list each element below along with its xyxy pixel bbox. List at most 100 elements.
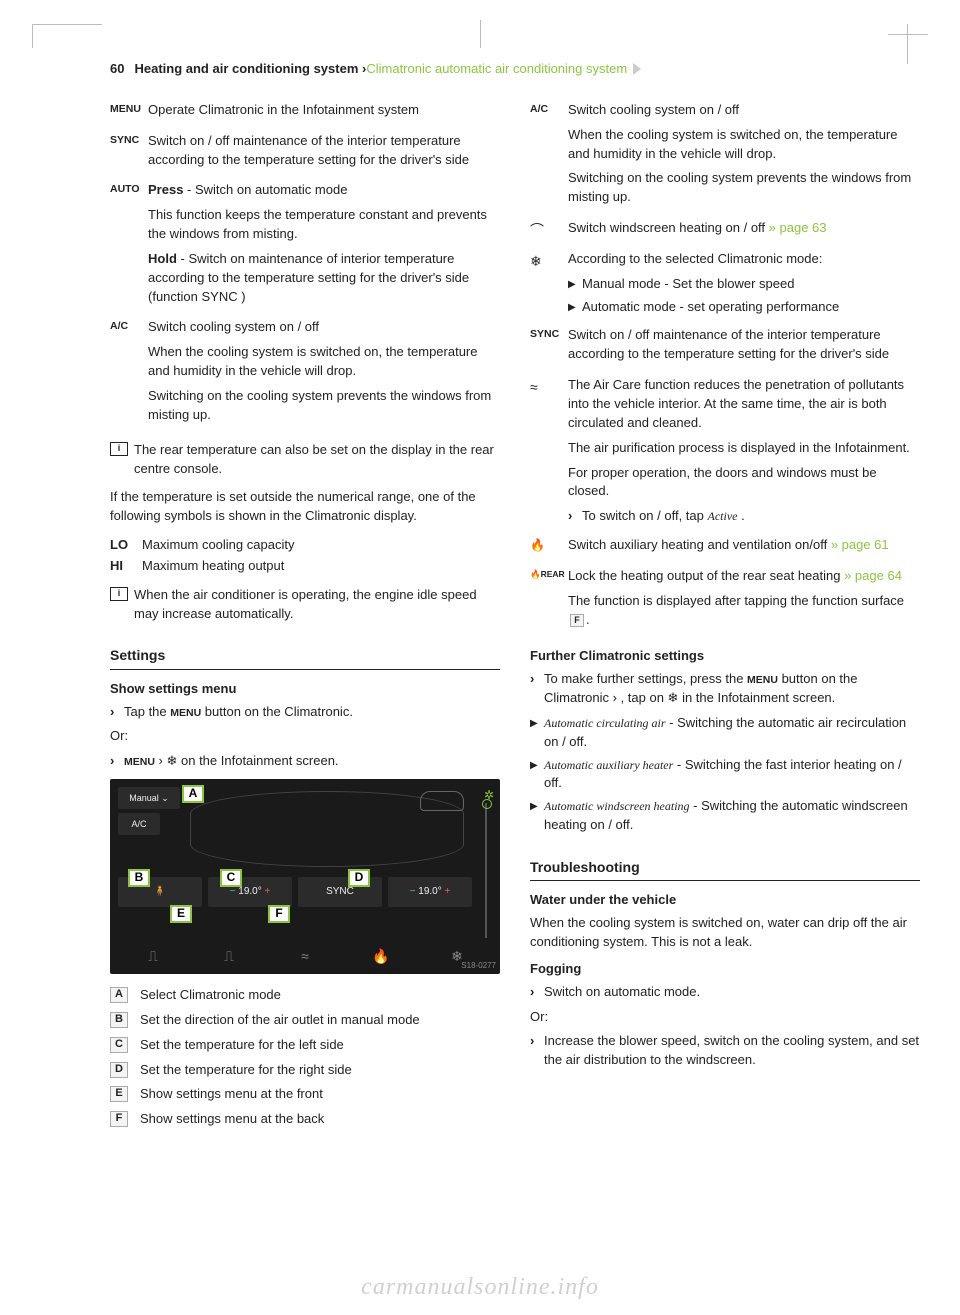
ss-aircare-icon: ≈: [270, 944, 340, 968]
mode-b1: Manual mode - Set the blower speed: [582, 275, 794, 294]
rear-p1: Lock the heating output of the rear seat…: [568, 567, 920, 586]
ss-id-label: S18-0277: [461, 960, 496, 972]
opt1: Automatic circulating air - Switching th…: [544, 714, 920, 752]
legend-e: Show settings menu at the front: [140, 1085, 323, 1104]
legend-d: Set the temperature for the right side: [140, 1061, 352, 1080]
bullet-icon: ›: [530, 670, 544, 708]
triangle-icon: ▶: [530, 714, 544, 752]
ss-defrost-icon: [420, 791, 464, 811]
triangle-icon: ▶: [530, 756, 544, 794]
r-ac-p3: Switching on the cooling system prevents…: [568, 169, 920, 207]
further-b1: To make further settings, press the MENU…: [544, 670, 920, 708]
aux-text: Switch auxiliary heating and ventilation…: [568, 536, 920, 555]
ss-auxheat-icon: 🔥: [346, 944, 416, 968]
water-text: When the cooling system is switched on, …: [530, 914, 920, 952]
fogging-heading: Fogging: [530, 960, 920, 979]
hi-label: HI: [110, 557, 142, 576]
auxheat-icon: 🔥: [530, 536, 568, 561]
marker-e: E: [170, 905, 192, 923]
bullet-icon: ›: [530, 1032, 544, 1070]
marker-a: A: [182, 785, 204, 803]
air-toggle: To switch on / off, tap Active .: [582, 507, 745, 526]
info-icon: i: [110, 442, 128, 456]
header-subtitle: Climatronic automatic air conditioning s…: [366, 60, 627, 79]
ss-temp-right: − 19.0° +: [388, 877, 472, 907]
info-icon: i: [110, 587, 128, 601]
auto-icon: AUTO: [110, 181, 148, 312]
crop-mark: [907, 24, 908, 64]
show-settings-heading: Show settings menu: [110, 680, 500, 699]
bullet-icon: ›: [568, 507, 582, 526]
ac-p3: Switching on the cooling system prevents…: [148, 387, 500, 425]
right-column: A/C Switch cooling system on / off When …: [530, 101, 920, 1135]
air-p2: The air purification process is displaye…: [568, 439, 920, 458]
menu-text: Operate Climatronic in the Infotainment …: [148, 101, 500, 120]
r-sync-text: Switch on / off maintenance of the inter…: [568, 326, 920, 364]
windscreen-icon: ⌒: [530, 219, 568, 244]
hi-text: Maximum heating output: [142, 557, 284, 576]
ss-seat-rear-icon: ⎍: [194, 944, 264, 968]
ss-seat-front-icon: ⎍: [118, 944, 188, 968]
settings-heading: Settings: [110, 645, 500, 669]
tap-instruction-2: MENU › ❄ on the Infotainment screen.: [124, 752, 339, 771]
troubleshooting-heading: Troubleshooting: [530, 857, 920, 881]
legend-f: Show settings menu at the back: [140, 1110, 324, 1129]
crop-mark: [32, 24, 102, 48]
r-ac-p1: Switch cooling system on / off: [568, 101, 920, 120]
fog-b2: Increase the blower speed, switch on the…: [544, 1032, 920, 1070]
lo-label: LO: [110, 536, 142, 555]
ss-manual-button: Manual ⌄: [118, 787, 180, 809]
or-text: Or:: [110, 727, 500, 746]
further-heading: Further Climatronic settings: [530, 647, 920, 666]
legend-box-d: D: [110, 1062, 128, 1078]
sync-icon: SYNC: [110, 132, 148, 176]
air-p1: The Air Care function reduces the penetr…: [568, 376, 920, 433]
bullet-icon: ›: [530, 983, 544, 1002]
sync-icon: SYNC: [530, 326, 568, 370]
triangle-icon: ▶: [568, 275, 582, 294]
legend-box-f: F: [110, 1111, 128, 1127]
triangle-icon: ▶: [530, 797, 544, 835]
lo-text: Maximum cooling capacity: [142, 536, 294, 555]
fog-b1: Switch on automatic mode.: [544, 983, 700, 1002]
r-ac-p2: When the cooling system is switched on, …: [568, 126, 920, 164]
menu-icon: MENU: [110, 101, 148, 126]
ss-ac-button: A/C: [118, 813, 160, 835]
legend-box-a: A: [110, 987, 128, 1003]
windscreen-text: Switch windscreen heating on / off » pag…: [568, 219, 920, 238]
watermark: carmanualsonline.info: [0, 1270, 960, 1305]
mode-p1: According to the selected Climatronic mo…: [568, 250, 920, 269]
legend-b: Set the direction of the air outlet in m…: [140, 1011, 420, 1030]
bullet-icon: ›: [110, 703, 124, 722]
auto-hold: Hold - Switch on maintenance of interior…: [148, 250, 500, 307]
fog-or: Or:: [530, 1008, 920, 1027]
header-chevron-icon: [633, 63, 641, 75]
opt2: Automatic auxiliary heater - Switching t…: [544, 756, 920, 794]
auto-press: Press - Switch on automatic mode: [148, 181, 500, 200]
sync-text: Switch on / off maintenance of the inter…: [148, 132, 500, 170]
legend-box-e: E: [110, 1086, 128, 1102]
legend-box-b: B: [110, 1012, 128, 1028]
climatronic-screenshot: Manual ⌄ A/C ✲ 🧍 − 19.0° + SYNC − 19.0° …: [110, 779, 500, 974]
rear-heat-icon: 🔥REAR: [530, 567, 568, 636]
ac-p1: Switch cooling system on / off: [148, 318, 500, 337]
ss-fan-slider: [485, 803, 487, 938]
range-paragraph: If the temperature is set outside the nu…: [110, 488, 500, 526]
legend-a: Select Climatronic mode: [140, 986, 281, 1005]
header-title: Heating and air conditioning system ›: [134, 60, 366, 79]
ac-p2: When the cooling system is switched on, …: [148, 343, 500, 381]
mode-icon: ❄: [530, 250, 568, 321]
marker-b: B: [128, 869, 150, 887]
page-header: 60 Heating and air conditioning system ›…: [110, 60, 920, 79]
auto-p2: This function keeps the temperature cons…: [148, 206, 500, 244]
mode-b2: Automatic mode - set operating performan…: [582, 298, 839, 317]
marker-f: F: [268, 905, 290, 923]
opt3: Automatic windscreen heating - Switching…: [544, 797, 920, 835]
crop-mark: [480, 20, 481, 48]
ac-icon: A/C: [530, 101, 568, 213]
info-note-1: i The rear temperature can also be set o…: [110, 441, 500, 479]
air-p3: For proper operation, the doors and wind…: [568, 464, 920, 502]
page-number: 60: [110, 60, 124, 79]
aircare-icon: ≈: [530, 376, 568, 530]
rear-p2: The function is displayed after tapping …: [568, 592, 920, 630]
